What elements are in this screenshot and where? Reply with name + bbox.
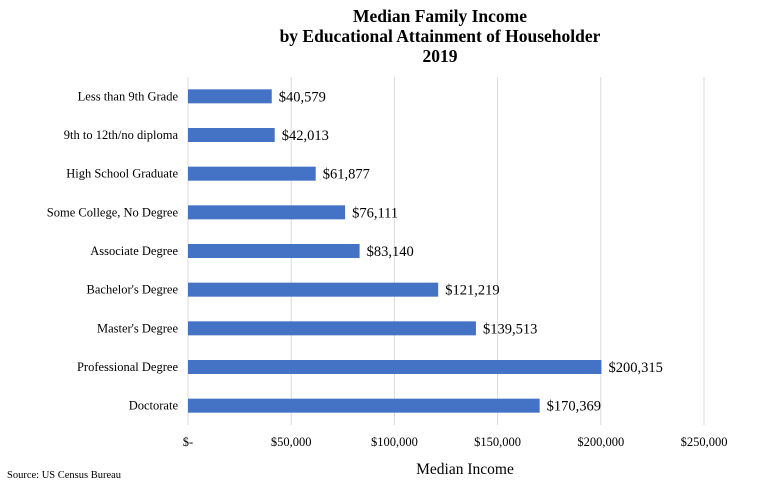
chart-title-line-1: Median Family Income — [353, 6, 527, 26]
bar — [188, 128, 275, 142]
bar — [188, 360, 602, 374]
data-label: $76,111 — [352, 205, 398, 221]
bars — [188, 89, 602, 413]
x-tick-label: $250,000 — [681, 435, 728, 449]
category-label: Professional Degree — [77, 360, 178, 374]
category-label: Some College, No Degree — [47, 205, 179, 219]
category-label: Bachelor's Degree — [87, 283, 179, 297]
bar — [188, 321, 476, 336]
bar — [188, 166, 316, 181]
category-label: Doctorate — [129, 399, 179, 413]
x-tick-label: $50,000 — [271, 435, 312, 449]
data-label: $42,013 — [282, 128, 329, 144]
category-label: Less than 9th Grade — [78, 89, 179, 103]
category-label: Associate Degree — [90, 244, 178, 258]
x-tick-label: $- — [183, 435, 193, 449]
category-labels: Less than 9th Grade 9th to 12th/no diplom… — [47, 89, 179, 412]
chart-title-line-2: by Educational Attainment of Householder — [280, 26, 601, 46]
data-label: $61,877 — [323, 167, 370, 183]
data-label: $200,315 — [608, 360, 662, 376]
data-label: $121,219 — [445, 283, 499, 299]
x-tick-label: $150,000 — [474, 435, 521, 449]
bar — [188, 282, 439, 297]
x-tick-label: $200,000 — [577, 435, 624, 449]
x-axis-title: Median Income — [416, 461, 514, 478]
data-label: $40,579 — [279, 89, 326, 105]
bar — [188, 205, 346, 220]
chart-title-line-3: 2019 — [423, 46, 458, 66]
data-labels: $40,579 $42,013 $61,877 $76,111 $83,140 $121,… — [279, 89, 663, 414]
bar — [188, 89, 272, 104]
category-label: High School Graduate — [66, 167, 178, 181]
source-note: Source: US Census Bureau — [7, 470, 122, 481]
bar — [188, 244, 360, 258]
data-label: $83,140 — [367, 244, 414, 260]
x-tick-label: $100,000 — [371, 435, 418, 449]
category-label: Master's Degree — [97, 321, 178, 335]
category-label: 9th to 12th/no diploma — [64, 128, 179, 142]
bar — [188, 398, 540, 413]
data-label: $139,513 — [483, 321, 537, 337]
data-label: $170,369 — [547, 399, 601, 415]
x-tick-labels: $- $50,000 $100,000 $150,000 $200,000 $250,00… — [183, 435, 728, 449]
